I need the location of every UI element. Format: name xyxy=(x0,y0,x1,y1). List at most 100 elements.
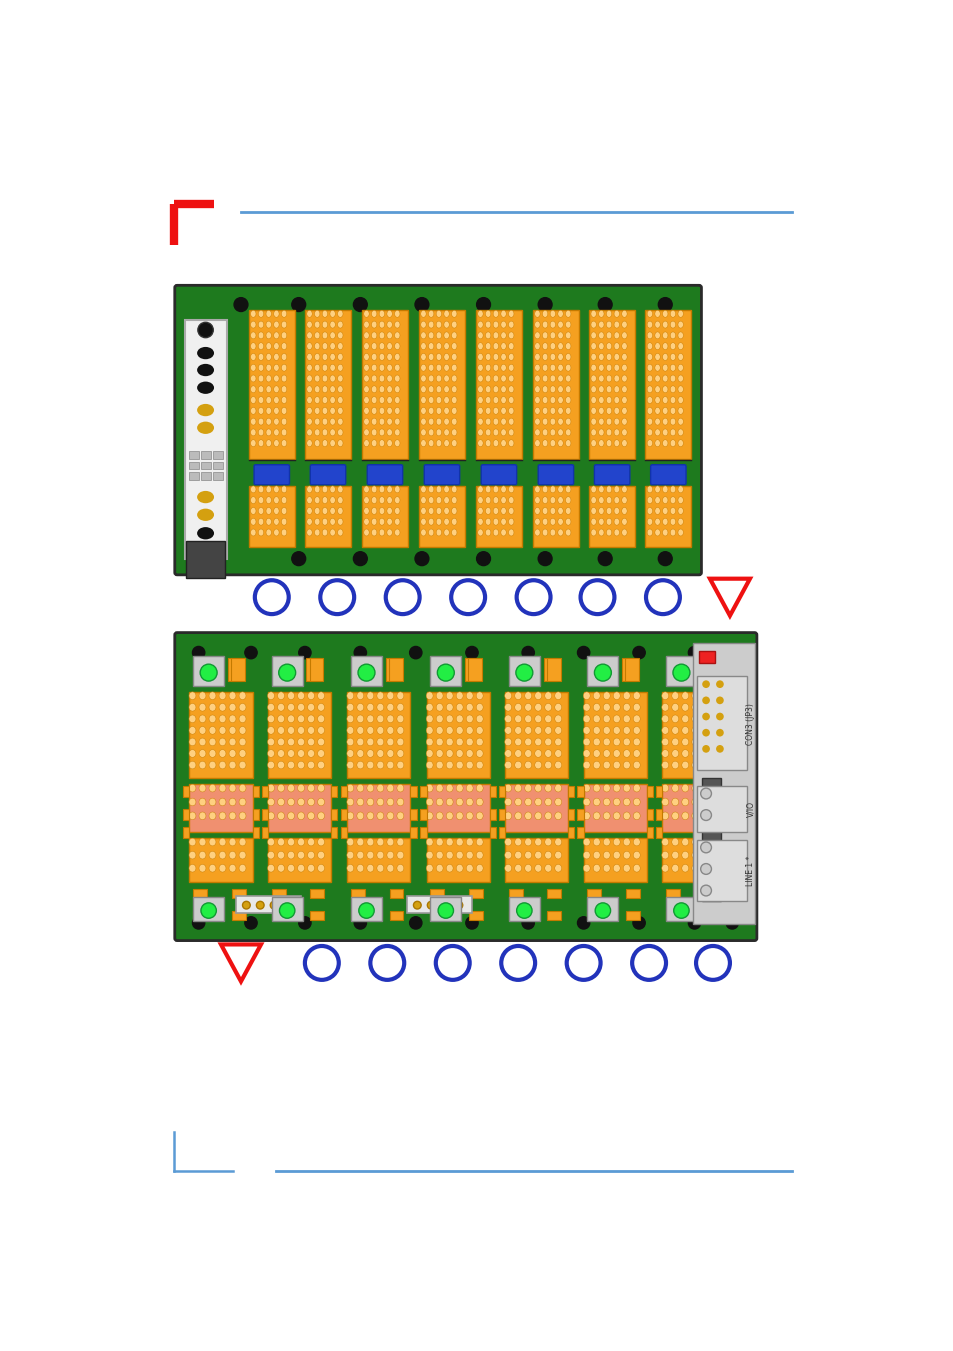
Ellipse shape xyxy=(670,428,675,436)
Ellipse shape xyxy=(662,508,667,515)
Ellipse shape xyxy=(542,419,547,426)
Ellipse shape xyxy=(542,497,547,504)
Circle shape xyxy=(353,551,367,566)
Ellipse shape xyxy=(451,322,456,328)
Ellipse shape xyxy=(317,865,324,871)
Bar xyxy=(331,786,336,797)
Ellipse shape xyxy=(477,397,482,404)
Ellipse shape xyxy=(535,332,539,339)
Ellipse shape xyxy=(267,727,274,734)
Ellipse shape xyxy=(197,422,213,434)
Ellipse shape xyxy=(565,428,570,436)
Ellipse shape xyxy=(613,761,619,769)
Ellipse shape xyxy=(542,439,547,447)
Ellipse shape xyxy=(426,812,433,820)
Ellipse shape xyxy=(287,715,294,723)
Ellipse shape xyxy=(251,428,255,436)
Ellipse shape xyxy=(337,376,343,382)
Ellipse shape xyxy=(678,486,682,493)
Ellipse shape xyxy=(515,761,521,769)
Ellipse shape xyxy=(614,376,618,382)
Bar xyxy=(420,786,426,797)
Ellipse shape xyxy=(436,397,441,404)
Ellipse shape xyxy=(436,761,442,769)
Ellipse shape xyxy=(428,322,434,328)
Ellipse shape xyxy=(251,311,255,317)
Ellipse shape xyxy=(189,692,195,700)
Ellipse shape xyxy=(558,322,562,328)
Ellipse shape xyxy=(426,692,433,700)
Ellipse shape xyxy=(426,785,433,792)
Ellipse shape xyxy=(613,692,619,700)
Ellipse shape xyxy=(363,343,369,350)
Ellipse shape xyxy=(590,354,596,361)
Ellipse shape xyxy=(590,486,596,493)
Bar xyxy=(406,896,472,913)
Ellipse shape xyxy=(500,386,506,393)
Ellipse shape xyxy=(376,812,383,820)
Ellipse shape xyxy=(274,343,279,350)
Bar xyxy=(583,785,646,832)
Ellipse shape xyxy=(239,727,246,734)
Ellipse shape xyxy=(633,750,639,758)
Ellipse shape xyxy=(711,865,718,871)
Ellipse shape xyxy=(297,704,304,711)
Ellipse shape xyxy=(646,365,652,372)
Ellipse shape xyxy=(524,838,531,846)
Ellipse shape xyxy=(555,738,561,746)
Bar xyxy=(489,786,496,797)
Bar xyxy=(305,309,351,458)
Ellipse shape xyxy=(535,419,539,426)
Ellipse shape xyxy=(535,727,541,734)
Bar xyxy=(410,827,416,838)
Ellipse shape xyxy=(633,838,639,846)
Ellipse shape xyxy=(197,363,213,376)
Circle shape xyxy=(193,646,205,659)
Ellipse shape xyxy=(314,397,319,404)
Ellipse shape xyxy=(258,519,263,526)
Ellipse shape xyxy=(274,322,279,328)
Ellipse shape xyxy=(428,486,434,493)
Ellipse shape xyxy=(476,750,482,758)
Ellipse shape xyxy=(239,851,246,859)
Ellipse shape xyxy=(500,439,506,447)
Ellipse shape xyxy=(367,785,374,792)
Circle shape xyxy=(197,323,213,338)
Ellipse shape xyxy=(671,785,678,792)
Ellipse shape xyxy=(428,419,434,426)
FancyBboxPatch shape xyxy=(174,285,700,574)
Ellipse shape xyxy=(378,497,384,504)
Bar xyxy=(351,897,381,920)
Bar xyxy=(699,651,714,662)
Ellipse shape xyxy=(508,322,514,328)
Ellipse shape xyxy=(477,519,482,526)
Ellipse shape xyxy=(322,530,327,536)
Ellipse shape xyxy=(266,311,271,317)
Ellipse shape xyxy=(711,851,718,859)
Ellipse shape xyxy=(622,692,630,700)
Ellipse shape xyxy=(598,322,603,328)
Ellipse shape xyxy=(376,750,383,758)
Ellipse shape xyxy=(671,865,678,871)
Ellipse shape xyxy=(395,397,399,404)
Circle shape xyxy=(598,551,612,566)
Ellipse shape xyxy=(420,530,426,536)
Ellipse shape xyxy=(555,761,561,769)
Ellipse shape xyxy=(189,761,195,769)
Ellipse shape xyxy=(485,519,491,526)
Ellipse shape xyxy=(671,838,678,846)
Circle shape xyxy=(409,646,421,659)
Ellipse shape xyxy=(363,508,369,515)
Ellipse shape xyxy=(590,386,596,393)
Ellipse shape xyxy=(493,376,498,382)
Ellipse shape xyxy=(515,692,521,700)
Ellipse shape xyxy=(387,715,394,723)
Ellipse shape xyxy=(200,665,217,681)
Circle shape xyxy=(292,551,305,566)
Ellipse shape xyxy=(633,865,639,871)
Ellipse shape xyxy=(209,812,215,820)
Ellipse shape xyxy=(395,530,399,536)
Ellipse shape xyxy=(239,738,246,746)
Ellipse shape xyxy=(544,812,551,820)
Ellipse shape xyxy=(485,322,491,328)
